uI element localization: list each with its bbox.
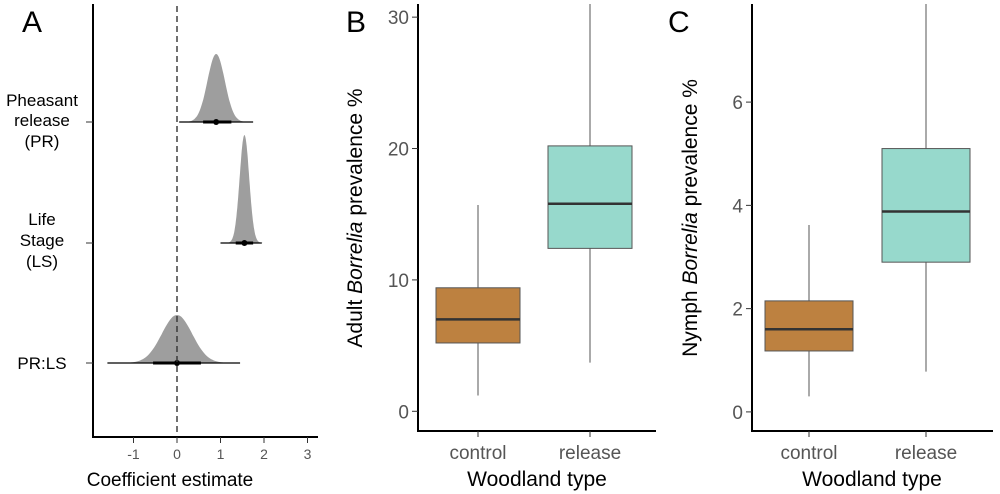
x-tick-label-1: 0	[173, 446, 181, 462]
c-x-tick-label-release: release	[895, 443, 957, 464]
label-ls-line3: (LS)	[26, 252, 58, 271]
panel-a-y-labels: Pheasant release (PR) Life Stage (LS) PR…	[6, 91, 93, 373]
c-y-tick-label-1: 2	[732, 300, 743, 321]
density-pr	[179, 54, 253, 122]
c-y-title-italic: Borrelia	[679, 212, 702, 284]
b-y-title-prefix: Adult	[344, 294, 367, 348]
b-box-release	[547, 145, 633, 249]
mean-point-ls	[241, 240, 248, 246]
c-x-title: Woodland type	[802, 468, 942, 491]
panel-a-letter: A	[22, 6, 42, 39]
b-y-tick-label-1: 10	[388, 271, 409, 292]
c-x-tick-label-control: control	[780, 443, 837, 464]
label-ls-line2: Stage	[20, 231, 64, 250]
panel-b-content	[435, 4, 633, 396]
b-box-control	[435, 287, 521, 344]
c-box-control	[764, 300, 854, 352]
x-tick-label-3: 2	[260, 446, 268, 462]
x-tick-label-2: 1	[217, 446, 225, 462]
c-y-tick-label-3: 6	[732, 93, 743, 114]
panel-b: B control release 0 10 20 30 Woodland type Adul…	[344, 4, 656, 491]
b-x-tick-label-release: release	[559, 443, 621, 464]
panel-b-letter: B	[346, 6, 366, 39]
c-box-release	[881, 148, 971, 263]
panel-c-letter: C	[668, 6, 690, 39]
b-y-title-italic: Borrelia	[344, 222, 367, 294]
label-pr-line2: release	[14, 111, 70, 130]
b-y-tick-label-2: 20	[388, 140, 409, 161]
b-y-tick-label-0: 0	[398, 402, 409, 423]
c-y-tick-label-2: 4	[732, 196, 743, 217]
label-ls-line1: Life	[28, 210, 55, 229]
c-y-title-suffix: prevalence %	[679, 79, 702, 212]
mean-point-pr	[213, 119, 220, 125]
panel-a-densities	[107, 54, 265, 366]
panel-c-content	[764, 4, 971, 397]
x-tick-label-0: -1	[127, 446, 140, 462]
panel-b-axis-labels: control release 0 10 20 30 Woodland type Adult …	[344, 8, 621, 491]
density-ls	[224, 135, 265, 243]
panel-c-axis-labels: control release 0 2 4 6 Woodland type Nymph Bor…	[679, 79, 957, 491]
label-prls: PR:LS	[17, 354, 66, 373]
b-y-tick-label-3: 30	[388, 8, 409, 29]
panel-a-x-title: Coefficient estimate	[87, 470, 254, 491]
panel-a-x-ticks: -1 0 1 2 3	[127, 437, 312, 462]
c-y-title: Nymph Borrelia prevalence %	[679, 79, 702, 357]
b-x-title: Woodland type	[467, 468, 607, 491]
label-pr-line3: (PR)	[25, 132, 60, 151]
x-tick-label-4: 3	[304, 446, 312, 462]
c-y-tick-label-0: 0	[732, 403, 743, 424]
c-y-title-prefix: Nymph	[679, 285, 702, 357]
label-pr-line1: Pheasant	[6, 91, 78, 110]
panel-a: A -1 0 1 2 3 Pheasant release (PR) Life Stag…	[6, 4, 318, 491]
panel-c: C control release 0 2 4 6 Woodland type Nymph B…	[668, 4, 993, 491]
mean-point-prls	[174, 360, 180, 366]
b-y-title: Adult Borrelia prevalence %	[344, 88, 367, 347]
b-y-title-suffix: prevalence %	[344, 88, 367, 221]
b-x-tick-label-control: control	[449, 443, 506, 464]
